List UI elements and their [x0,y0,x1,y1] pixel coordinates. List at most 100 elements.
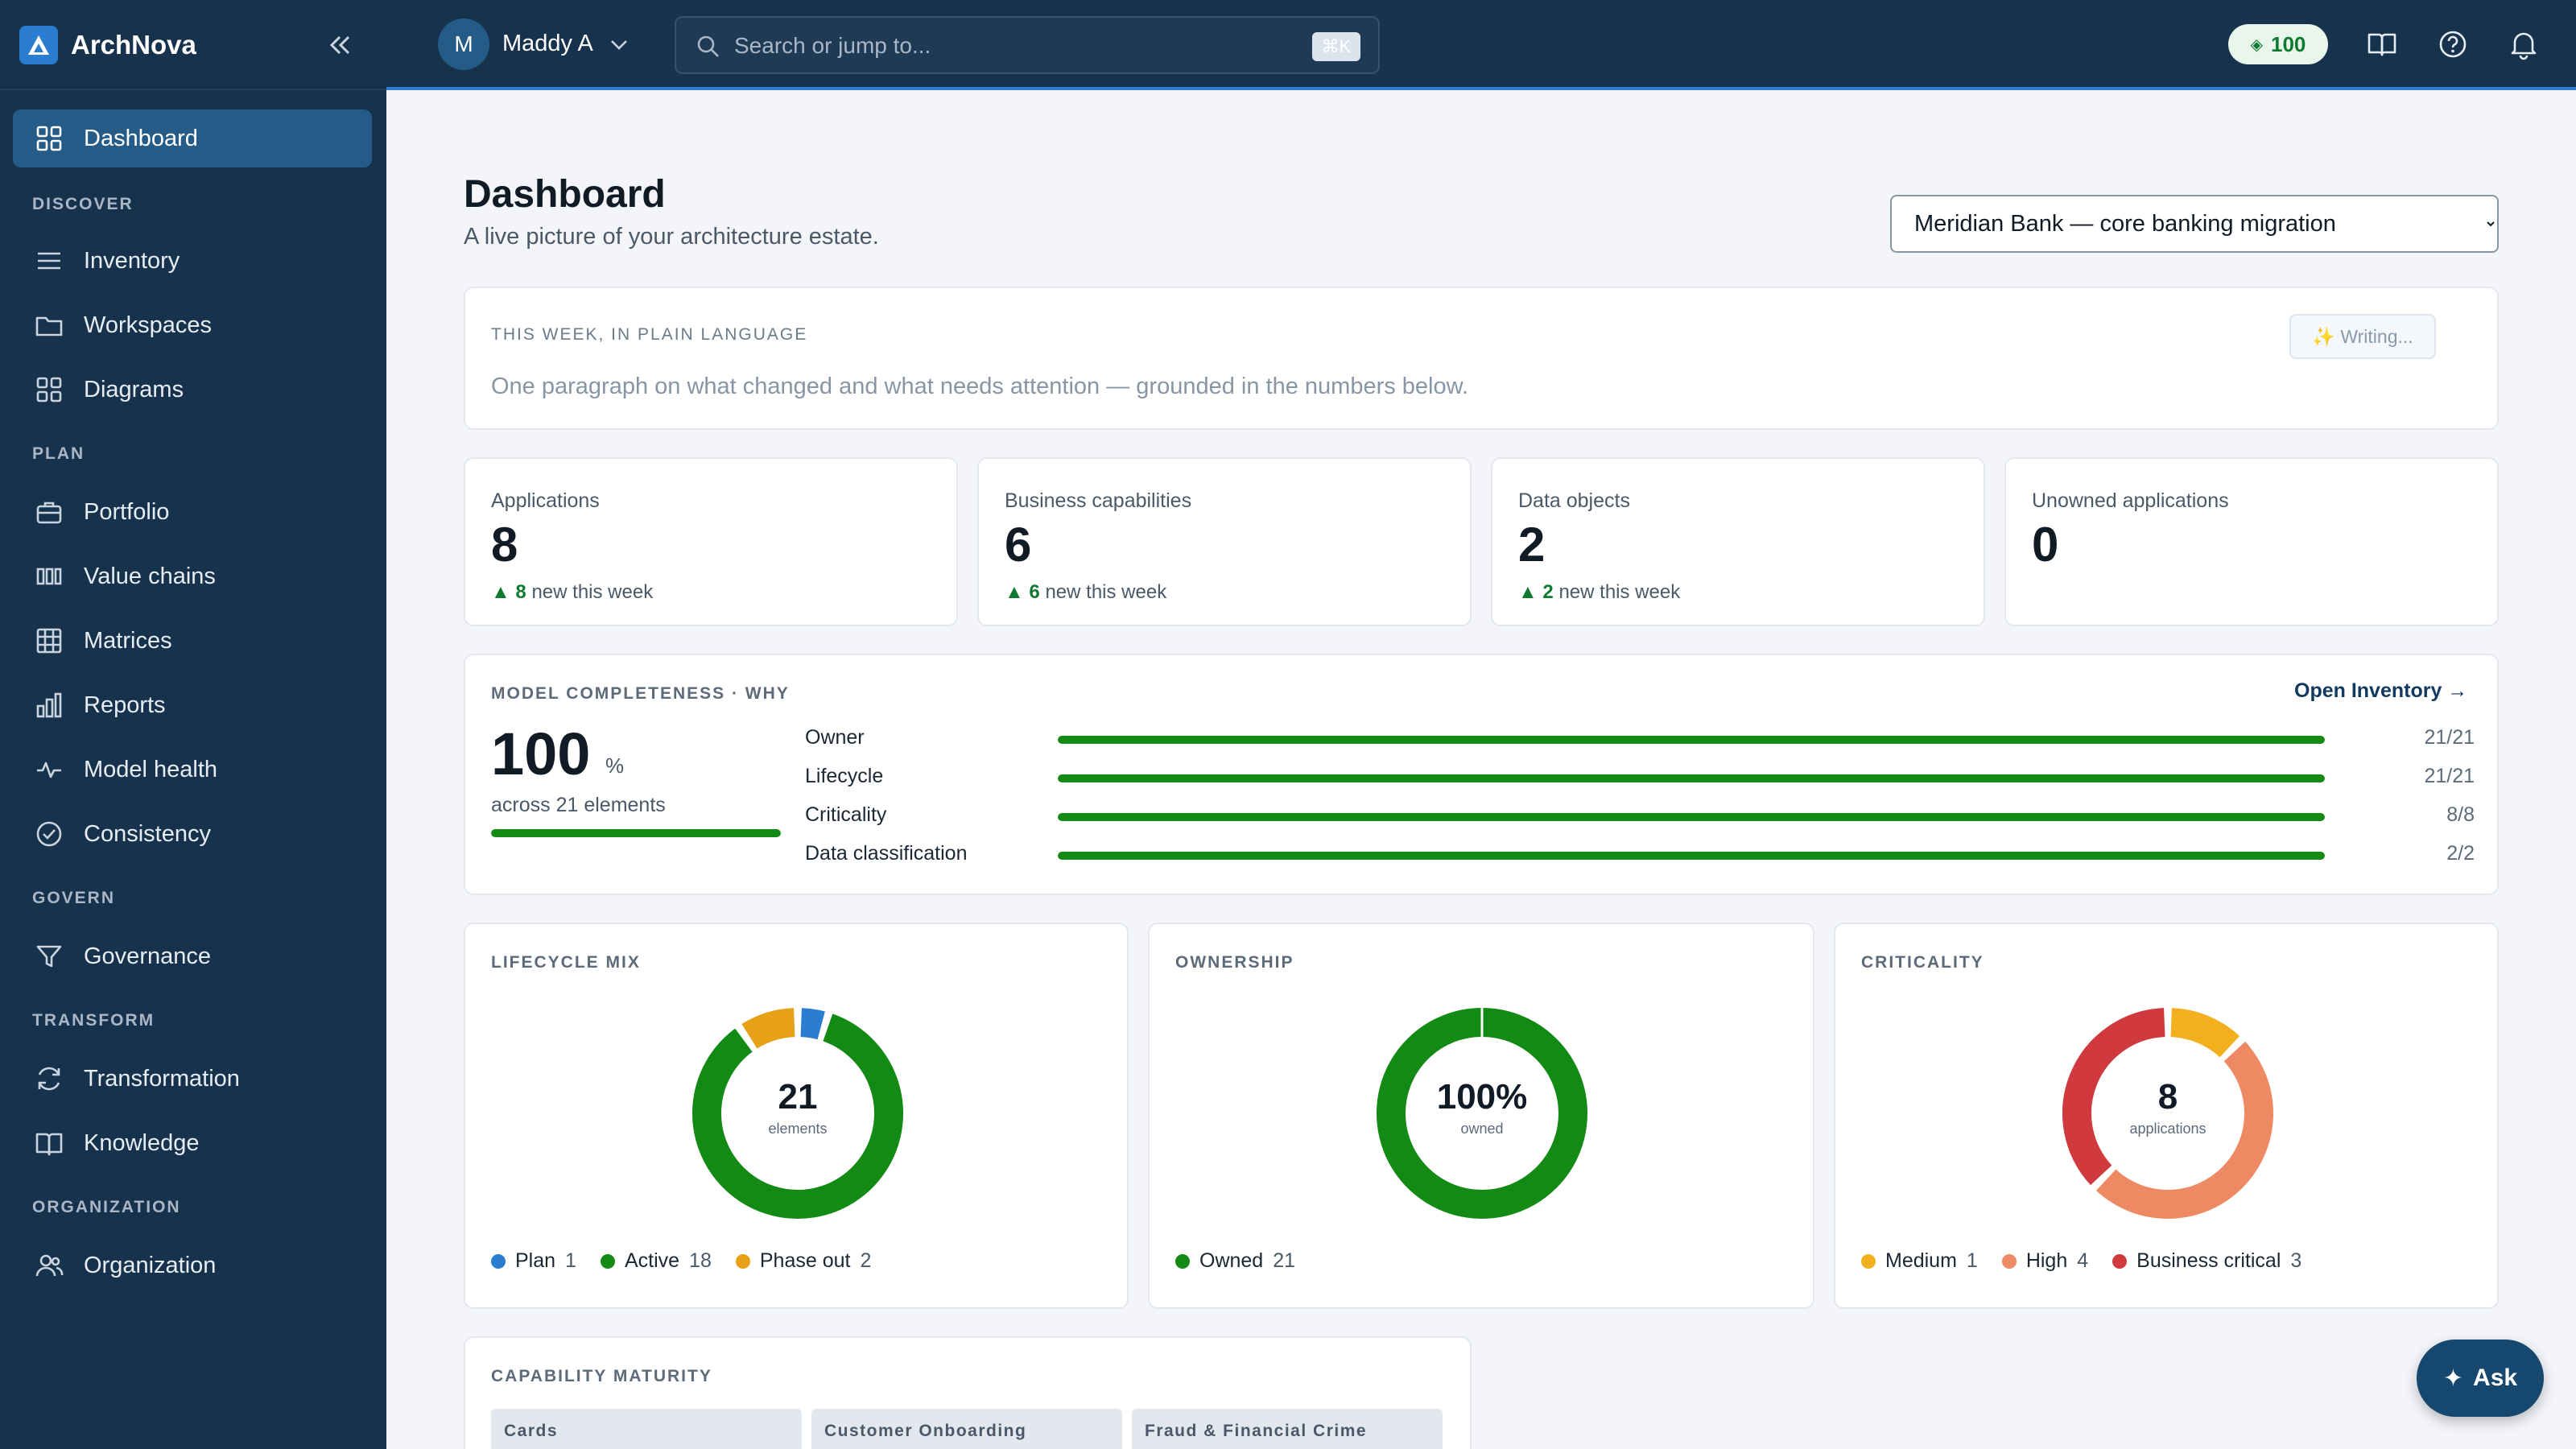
stat-delta: ▲ 8 new this week [491,581,653,604]
grid-icon [36,377,62,402]
donut-segment-business-critical[interactable] [2062,1008,2165,1186]
criticality-card: CRITICALITY 8 applications Medium 1 High 4… [1834,923,2499,1309]
stat-label: Unowned applications [2032,489,2229,512]
donut-eyebrow: CRITICALITY [1861,953,1984,972]
completeness-progress-bar [491,829,781,837]
legend-item-plan: Plan 1 [491,1249,576,1273]
open-inventory-link[interactable]: Open Inventory → [2294,679,2468,702]
sidebar: ArchNova Dashboard DISCOVER Inventory Wo… [0,0,386,1449]
legend-count: 21 [1273,1249,1296,1272]
sidebar-divider [0,89,386,90]
sidebar-item-matrices[interactable]: Matrices [13,612,372,670]
book-open-icon[interactable] [2365,27,2399,61]
legend-count: 1 [565,1249,576,1272]
donut-segment-medium[interactable] [2170,1008,2240,1058]
donut-segment-active[interactable] [692,1013,903,1219]
stat-card-unowned-applications[interactable]: Unowned applications 0 [2004,457,2499,626]
sidebar-item-value-chains[interactable]: Value chains [13,547,372,605]
legend-dot [2001,1253,2017,1269]
completeness-across: across 21 elements [491,794,666,816]
trend-up-icon: ▲ [1518,581,1543,603]
sidebar-section-plan: PLAN [32,444,85,463]
legend-count: 4 [2077,1249,2089,1272]
legend-item-high: High 4 [2001,1249,2089,1273]
stat-card-applications[interactable]: Applications 8 ▲ 8 new this week [464,457,958,626]
sidebar-item-label: Inventory [84,247,180,274]
collapse-sidebar-button[interactable] [322,27,357,63]
sidebar-item-inventory[interactable]: Inventory [13,232,372,290]
legend-label: Plan [515,1249,556,1272]
bell-icon[interactable] [2507,27,2541,61]
ask-button[interactable]: ✦ Ask [2417,1340,2544,1417]
credits-badge[interactable]: ◈ 100 [2228,24,2328,64]
metric-count: 8/8 [2446,803,2475,826]
stat-card-data-objects[interactable]: Data objects 2 ▲ 2 new this week [1491,457,1985,626]
sidebar-item-organization[interactable]: Organization [13,1236,372,1294]
sidebar-item-transformation[interactable]: Transformation [13,1050,372,1108]
donut-segment-plan[interactable] [800,1008,825,1040]
legend-dot [1861,1253,1876,1269]
writing-button[interactable]: ✨ Writing... [2289,314,2436,359]
sidebar-section-govern: GOVERN [32,889,116,907]
search-input[interactable] [734,31,1298,61]
completeness-unit: % [605,753,625,778]
sidebar-item-knowledge[interactable]: Knowledge [13,1114,372,1172]
donut-legend: Owned 21 [1175,1249,1319,1273]
legend-item-business-critical: Business critical 3 [2112,1249,2301,1273]
app-name: ArchNova [71,30,196,60]
sidebar-item-dashboard[interactable]: Dashboard [13,109,372,167]
donut-legend: Medium 1 High 4 Business critical 3 [1861,1249,2326,1273]
sidebar-item-label: Portfolio [84,498,170,525]
delta-value: 6 [1029,581,1040,603]
legend-count: 18 [689,1249,712,1272]
ask-label: Ask [2473,1364,2518,1391]
legend-item-medium: Medium 1 [1861,1249,1978,1273]
main-content: Dashboard A live picture of your archite… [386,93,2576,1449]
scope-select[interactable]: Meridian Bank — core banking migration [1890,195,2499,253]
stat-value: 6 [1005,518,1032,572]
legend-dot [2112,1253,2128,1269]
weekly-summary-card: THIS WEEK, IN PLAIN LANGUAGE One paragra… [464,287,2499,430]
sidebar-item-diagrams[interactable]: Diagrams [13,361,372,419]
brand[interactable]: ArchNova [19,24,196,66]
search-icon [697,35,719,57]
search-box[interactable]: ⌘K [675,16,1380,74]
sparkle-icon: ✦ [2442,1364,2464,1392]
bar-chart-icon [36,692,62,718]
sidebar-item-portfolio[interactable]: Portfolio [13,483,372,541]
ownership-card: OWNERSHIP 100% owned Owned 21 [1148,923,1814,1309]
legend-label: Business critical [2136,1249,2281,1272]
stat-label: Applications [491,489,600,512]
sidebar-item-reports[interactable]: Reports [13,676,372,734]
stat-card-business-capabilities[interactable]: Business capabilities 6 ▲ 6 new this wee… [977,457,1472,626]
sidebar-item-workspaces[interactable]: Workspaces [13,296,372,354]
maturity-column-header[interactable]: Fraud & Financial Crime [1132,1409,1443,1449]
help-icon[interactable] [2436,27,2470,61]
stat-label: Data objects [1518,489,1630,512]
legend-count: 2 [860,1249,872,1272]
stat-delta: ▲ 2 new this week [1518,581,1680,604]
donut-center: 21 elements [689,1077,906,1137]
sidebar-item-label: Workspaces [84,312,213,338]
avatar[interactable]: M [438,19,489,70]
delta-text: new this week [1045,581,1167,603]
sidebar-item-label: Knowledge [84,1129,200,1156]
stat-delta: ▲ 6 new this week [1005,581,1166,604]
sidebar-item-model-health[interactable]: Model health [13,741,372,799]
search-shortcut-badge: ⌘K [1312,32,1360,61]
metric-label: Lifecycle [805,765,884,787]
table-icon [36,628,62,654]
maturity-column-header[interactable]: Customer Onboarding [811,1409,1122,1449]
sidebar-item-consistency[interactable]: Consistency [13,805,372,863]
maturity-column-header[interactable]: Cards [491,1409,802,1449]
metric-progress-fill [1058,736,2325,744]
completeness-percent: 100 [491,720,591,787]
chevron-down-icon[interactable] [607,32,631,56]
donut-segment-phase-out[interactable] [741,1008,796,1049]
sidebar-item-label: Reports [84,691,166,718]
ownership-donut-chart [1377,1008,1587,1219]
model-completeness-card: MODEL COMPLETENESS · WHY Open Inventory … [464,654,2499,895]
user-menu-name[interactable]: Maddy A [502,31,593,56]
donut-segment-high[interactable] [2095,1041,2273,1219]
sidebar-item-governance[interactable]: Governance [13,927,372,985]
